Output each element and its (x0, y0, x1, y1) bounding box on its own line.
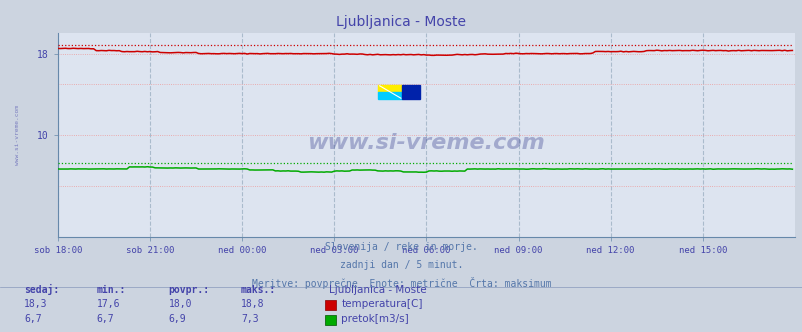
Text: 17,6: 17,6 (96, 299, 119, 309)
Text: pretok[m3/s]: pretok[m3/s] (341, 314, 408, 324)
Text: 18,0: 18,0 (168, 299, 192, 309)
Text: min.:: min.: (96, 285, 126, 295)
Text: www.si-vreme.com: www.si-vreme.com (307, 133, 545, 153)
Text: 6,7: 6,7 (96, 314, 114, 324)
Text: Meritve: povprečne  Enote: metrične  Črta: maksimum: Meritve: povprečne Enote: metrične Črta:… (251, 277, 551, 289)
Text: zadnji dan / 5 minut.: zadnji dan / 5 minut. (339, 260, 463, 270)
Text: maks.:: maks.: (241, 285, 276, 295)
Bar (378, 85, 402, 92)
Text: Ljubljanica - Moste: Ljubljanica - Moste (329, 285, 427, 295)
Text: temperatura[C]: temperatura[C] (341, 299, 422, 309)
Text: Slovenija / reke in morje.: Slovenija / reke in morje. (325, 242, 477, 252)
Text: Ljubljanica - Moste: Ljubljanica - Moste (336, 15, 466, 29)
Text: 7,3: 7,3 (241, 314, 258, 324)
Text: povpr.:: povpr.: (168, 285, 209, 295)
Text: sedaj:: sedaj: (24, 284, 59, 295)
Text: 6,7: 6,7 (24, 314, 42, 324)
Text: 18,3: 18,3 (24, 299, 47, 309)
Text: 18,8: 18,8 (241, 299, 264, 309)
Bar (402, 85, 419, 99)
Text: www.si-vreme.com: www.si-vreme.com (14, 105, 20, 165)
Bar (378, 92, 402, 99)
Text: 6,9: 6,9 (168, 314, 186, 324)
